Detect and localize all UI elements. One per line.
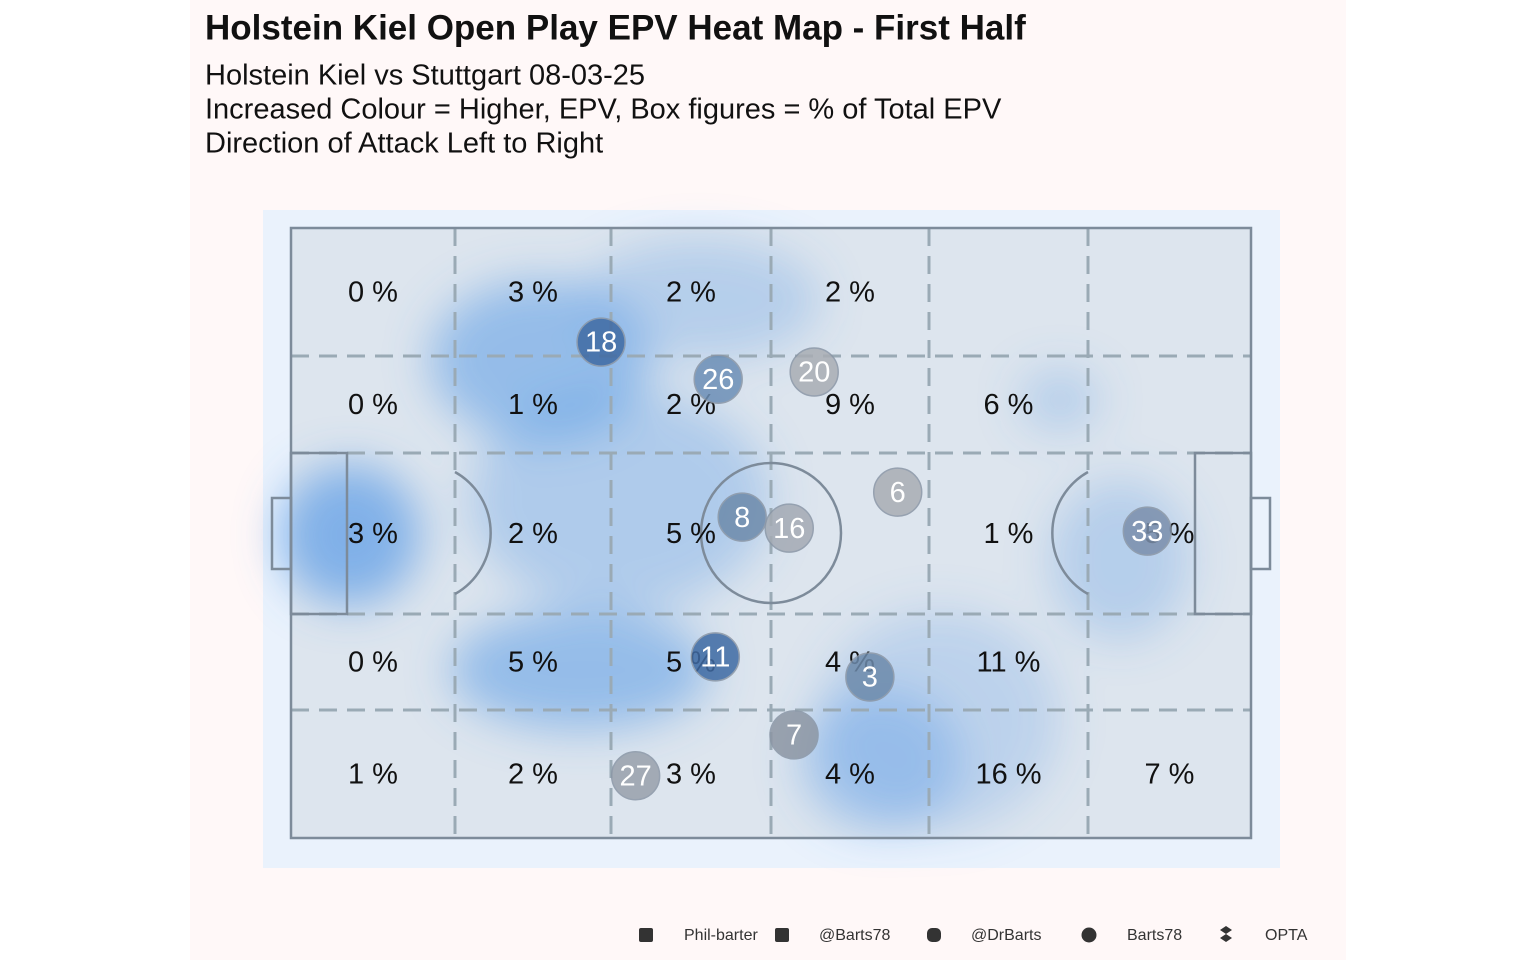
player-number: 7 (786, 720, 802, 752)
subtitle: Increased Colour = Higher, EPV, Box figu… (205, 94, 1002, 126)
player-marker (717, 492, 767, 542)
player-number: 27 (620, 760, 652, 792)
player-marker (693, 354, 743, 405)
player-number: 8 (734, 502, 750, 534)
zone-label: 0 % (348, 389, 398, 421)
player-marker (769, 710, 819, 760)
player-number: 20 (798, 357, 830, 389)
zone-label: 6 % (984, 389, 1034, 421)
zone-label: 3 % (348, 518, 398, 550)
zone-label: 16 % (975, 759, 1041, 791)
zone-label: 1 % (984, 518, 1034, 550)
zone-label: 2 % (825, 277, 875, 309)
footer-text: OPTA (1265, 927, 1308, 944)
zone-label: 0 % (348, 277, 398, 309)
zone-label: 5 % (508, 647, 558, 679)
zone-label: 2 % (508, 759, 558, 791)
player-marker (764, 503, 814, 553)
zone-label: 5 % (666, 518, 716, 550)
zone-label: 3 % (666, 759, 716, 791)
player-number: 3 (862, 662, 878, 694)
zone-label: 0 % (348, 647, 398, 679)
player-marker (1122, 506, 1173, 556)
footer: Phil-barter @Barts78 @DrBarts Barts78 OPTA (639, 926, 1308, 944)
zone-label: 4 % (825, 759, 875, 791)
player-number: 11 (700, 641, 730, 673)
zone-label: 11 % (977, 647, 1041, 679)
player-number: 33 (1131, 516, 1163, 548)
zone-label: 1 % (348, 759, 398, 791)
footer-text: Barts78 (1127, 927, 1182, 944)
footer-text: Phil-barter (684, 927, 758, 944)
subtitle: Direction of Attack Left to Right (205, 128, 603, 160)
title: Holstein Kiel Open Play EPV Heat Map - F… (205, 8, 1026, 47)
zone-label: 9 % (825, 389, 875, 421)
footer-text: @DrBarts (971, 927, 1041, 944)
player-marker (872, 467, 923, 517)
player-number: 6 (890, 477, 906, 509)
footer-text: @Barts78 (819, 927, 890, 944)
player-marker (610, 751, 661, 801)
pitch-lines (270, 226, 1272, 840)
zone-label: 2 % (508, 518, 558, 550)
zone-label: 7 % (1145, 759, 1195, 791)
player-marker (690, 632, 741, 682)
zone-label: 2 % (666, 277, 716, 309)
player-marker (576, 317, 626, 367)
subtitle: Holstein Kiel vs Stuttgart 08-03-25 (205, 60, 645, 92)
player-number: 16 (773, 513, 805, 545)
player-number: 26 (702, 364, 734, 396)
zone-label: 1 % (508, 389, 558, 421)
zone-label: 3 % (508, 277, 558, 309)
player-marker (789, 347, 839, 397)
player-number: 18 (585, 327, 617, 359)
player-marker (845, 652, 895, 702)
